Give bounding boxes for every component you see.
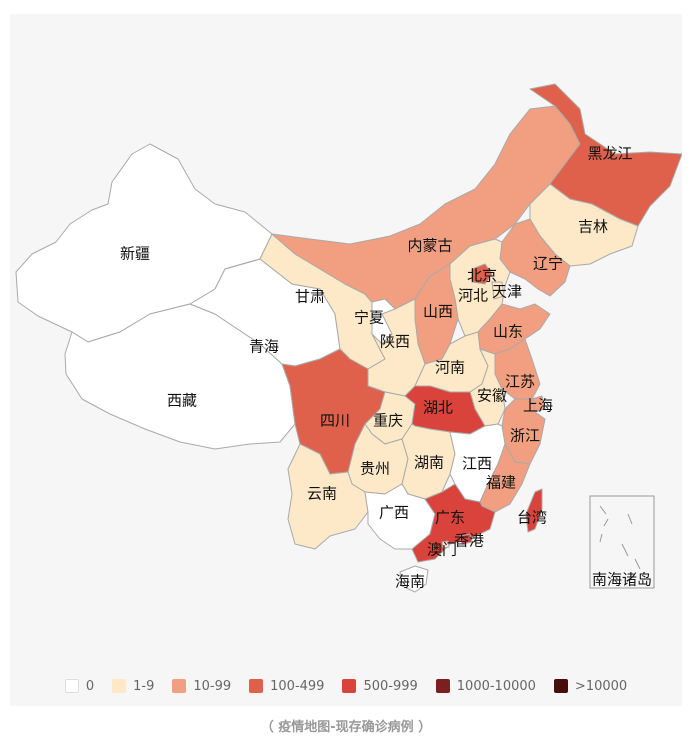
legend-item[interactable]: 1-9 [112, 679, 154, 694]
south-china-sea-inset [589, 495, 655, 589]
province-label: 陕西 [380, 333, 410, 351]
province-label: 广东 [435, 509, 465, 527]
legend-label: 1-9 [133, 678, 155, 694]
legend-label: 0 [85, 678, 95, 694]
map-panel: 新疆西藏 青海 甘肃 内蒙古 黑龙江吉林辽宁北京 天津 河北宁夏 山西山东陕西河南江苏 安徽 上海… [10, 14, 682, 706]
province-label: 天津 [492, 283, 522, 301]
province-yunnan[interactable] [287, 443, 369, 550]
province-label: 西藏 [167, 392, 197, 410]
province-label: 河北 [458, 287, 488, 305]
province-label: 内蒙古 [407, 237, 452, 255]
legend-item[interactable]: 0 [64, 678, 95, 694]
province-tianjin[interactable] [491, 281, 505, 300]
province-label: 山东 [493, 323, 523, 341]
map-caption: （ 疫情地图-现存确诊病例 ） [260, 720, 432, 735]
province-label: 澳门 [427, 541, 457, 559]
legend-swatch [553, 679, 568, 693]
legend-swatch [342, 679, 357, 693]
province-label: 四川 [320, 412, 350, 430]
legend-swatch [172, 679, 187, 693]
legend-swatch [435, 679, 450, 693]
legend-label: >10000 [574, 678, 628, 694]
province-label: 云南 [307, 485, 337, 503]
province-label: 福建 [486, 474, 516, 492]
province-hainan[interactable] [399, 565, 429, 593]
legend-swatch [112, 679, 127, 693]
province-label: 贵州 [360, 460, 390, 478]
province-label: 河南 [435, 359, 465, 377]
province-label: 北京 [467, 267, 497, 285]
province-beijing[interactable] [471, 263, 493, 285]
province-label: 新疆 [120, 245, 150, 263]
legend-item[interactable]: >10000 [553, 678, 628, 694]
province-label: 海南 [395, 573, 425, 591]
province-label: 浙江 [510, 427, 540, 445]
legend-label: 1000-10000 [456, 678, 536, 694]
legend-swatch [64, 679, 79, 693]
legend: 0 1-9 10-99 100-499 500-999 1000-10000 >10000 [10, 668, 682, 704]
province-hongkong[interactable] [459, 533, 473, 545]
province-label: 重庆 [373, 412, 403, 430]
province-label: 青海 [249, 338, 279, 356]
province-label: 台湾 [517, 509, 547, 527]
legend-item[interactable]: 500-999 [342, 678, 418, 694]
province-label: 辽宁 [533, 255, 563, 273]
province-macau[interactable] [441, 540, 450, 549]
legend-item[interactable]: 10-99 [172, 679, 231, 694]
province-label: 吉林 [578, 218, 608, 236]
legend-label: 10-99 [193, 678, 232, 694]
legend-label: 500-999 [363, 678, 418, 694]
legend-item[interactable]: 100-499 [249, 679, 324, 694]
province-label: 甘肃 [295, 288, 325, 306]
legend-swatch [249, 679, 264, 693]
province-label: 江西 [462, 455, 492, 473]
province-label: 宁夏 [354, 309, 384, 327]
province-guangdong[interactable] [411, 483, 496, 563]
province-label: 湖南 [414, 454, 444, 472]
legend-item[interactable]: 1000-10000 [435, 678, 536, 694]
province-label: 湖北 [423, 399, 453, 417]
province-xizang[interactable] [64, 303, 296, 450]
province-taiwan[interactable] [525, 488, 543, 533]
province-label: 安徽 [477, 387, 507, 405]
province-label: 香港 [454, 532, 484, 550]
province-label: 广西 [379, 504, 409, 522]
province-label: 南海诸岛 [592, 571, 652, 589]
province-label: 江苏 [505, 373, 535, 391]
province-label: 山西 [423, 303, 453, 321]
legend-label: 100-499 [270, 678, 325, 694]
province-label: 黑龙江 [587, 145, 632, 163]
province-label: 上海 [523, 397, 553, 415]
